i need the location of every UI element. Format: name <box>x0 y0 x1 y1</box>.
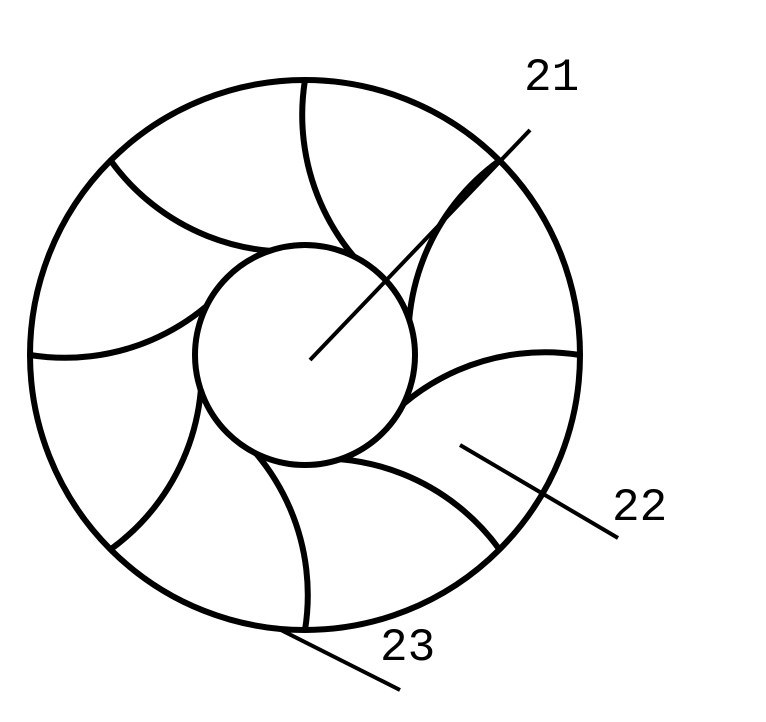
leader-line-22 <box>460 445 618 538</box>
label-23: 23 <box>380 622 435 674</box>
blade-3 <box>111 330 202 549</box>
blade-7 <box>408 161 499 380</box>
hub-circle <box>195 245 415 465</box>
blade-1 <box>280 458 499 549</box>
blade-5 <box>111 161 330 252</box>
label-22: 22 <box>612 482 667 534</box>
label-21: 21 <box>524 52 579 104</box>
fan-diagram: 21 22 23 <box>0 0 766 722</box>
